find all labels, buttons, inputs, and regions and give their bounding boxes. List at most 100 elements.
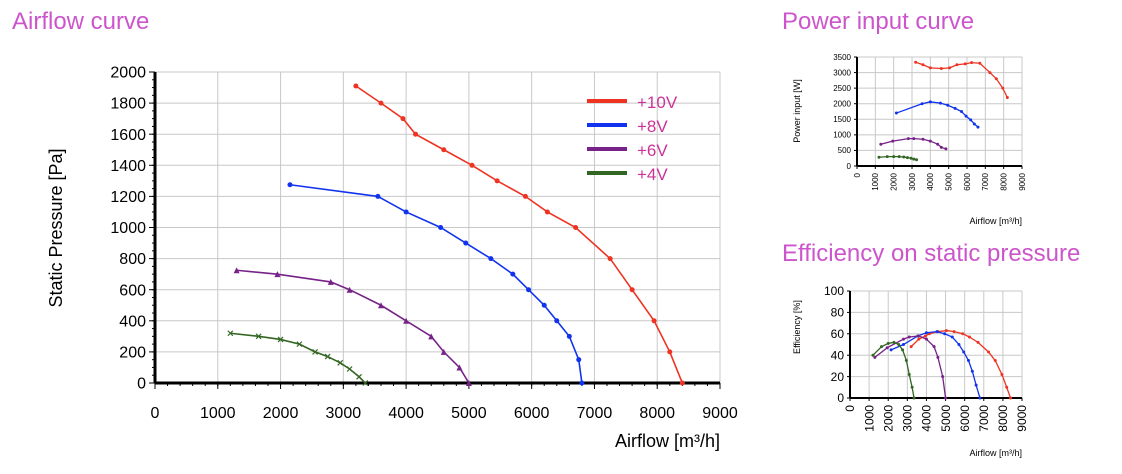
data-point bbox=[923, 334, 927, 338]
y-tick-label: 60 bbox=[831, 327, 845, 341]
data-point bbox=[932, 345, 936, 349]
data-point bbox=[964, 114, 968, 118]
data-point bbox=[522, 193, 528, 199]
data-point bbox=[961, 332, 965, 336]
data-point bbox=[902, 337, 906, 341]
y-axis-label: Static Pressure [Pa] bbox=[46, 148, 66, 307]
data-point bbox=[1001, 86, 1005, 90]
data-point bbox=[938, 101, 942, 105]
data-point bbox=[438, 225, 444, 230]
data-point bbox=[296, 341, 303, 348]
power-chart-title: Power input curve bbox=[782, 8, 975, 35]
series-line bbox=[236, 269, 470, 384]
data-point bbox=[920, 102, 924, 106]
data-point bbox=[889, 348, 893, 352]
data-point bbox=[935, 330, 939, 334]
airflow-chart: 0 200 400 600 800 1000 1200 1400 1600 1800 2000 0 10… bbox=[46, 65, 738, 451]
y-tick-label: 0 bbox=[847, 162, 852, 171]
data-point bbox=[950, 335, 954, 339]
series-curve-3 bbox=[877, 155, 919, 162]
data-point bbox=[921, 137, 925, 141]
y-tick-label: 2000 bbox=[833, 100, 851, 109]
y-tick-label: 3000 bbox=[833, 68, 851, 77]
series-curve-2 bbox=[879, 137, 948, 151]
data-point bbox=[955, 63, 959, 67]
x-tick-label: 6000 bbox=[958, 405, 972, 432]
x-tick-label: 7000 bbox=[577, 405, 613, 422]
y-tick-label: 200 bbox=[119, 345, 146, 362]
x-tick-label: 8000 bbox=[999, 172, 1008, 190]
data-point bbox=[962, 350, 966, 354]
y-tick-label: 40 bbox=[831, 348, 845, 362]
data-point bbox=[579, 380, 585, 386]
data-point bbox=[945, 329, 949, 333]
data-point bbox=[353, 83, 359, 89]
data-point bbox=[573, 225, 579, 230]
y-tick-label: 1600 bbox=[110, 127, 146, 144]
x-tick-label: 2000 bbox=[263, 405, 299, 422]
series-plus-6v bbox=[233, 267, 472, 386]
x-tick-label: 2000 bbox=[889, 172, 898, 190]
x-tick-label: 6000 bbox=[963, 172, 972, 190]
x-tick-label: 1000 bbox=[200, 405, 236, 422]
series-curve-2 bbox=[873, 334, 948, 400]
x-tick-label: 9000 bbox=[702, 405, 738, 422]
data-point bbox=[362, 380, 369, 386]
data-point bbox=[324, 353, 331, 360]
data-point bbox=[871, 353, 875, 357]
data-point bbox=[1005, 95, 1009, 99]
y-tick-label: 100 bbox=[824, 284, 844, 298]
data-point bbox=[440, 348, 447, 355]
data-point bbox=[403, 209, 409, 215]
data-point bbox=[541, 302, 547, 308]
y-tick-label: 1500 bbox=[833, 115, 851, 124]
data-point bbox=[894, 111, 898, 115]
data-point bbox=[928, 66, 932, 70]
x-tick-label: 9000 bbox=[1018, 172, 1027, 190]
data-point bbox=[909, 156, 913, 160]
data-point bbox=[873, 355, 877, 359]
data-point bbox=[901, 348, 905, 352]
data-point bbox=[1009, 396, 1013, 400]
y-tick-label: 2000 bbox=[110, 65, 146, 82]
data-point bbox=[939, 145, 943, 149]
data-point bbox=[976, 125, 980, 129]
data-point bbox=[255, 333, 262, 340]
data-point bbox=[917, 337, 921, 341]
data-point bbox=[915, 158, 919, 162]
data-point bbox=[428, 333, 435, 340]
x-axis-label: Airflow [m³/h] bbox=[969, 216, 1022, 226]
data-point bbox=[274, 271, 281, 278]
data-point bbox=[936, 355, 940, 359]
data-point bbox=[886, 341, 890, 345]
data-point bbox=[356, 373, 362, 380]
x-tick-label: 8000 bbox=[639, 405, 675, 422]
data-point bbox=[465, 380, 472, 386]
y-tick-label: 0 bbox=[837, 391, 844, 405]
series-curve-0 bbox=[909, 329, 1013, 400]
data-point bbox=[892, 155, 896, 159]
data-point bbox=[972, 122, 976, 126]
data-point bbox=[403, 317, 410, 324]
x-tick-label: 4000 bbox=[388, 405, 424, 422]
data-point bbox=[948, 66, 952, 70]
data-point bbox=[912, 396, 916, 400]
y-tick-label: 1400 bbox=[110, 158, 146, 175]
x-tick-label: 3000 bbox=[901, 405, 915, 432]
data-point bbox=[378, 302, 384, 309]
data-point bbox=[566, 333, 572, 339]
x-tick-label: 0 bbox=[151, 405, 160, 422]
data-point bbox=[885, 346, 889, 350]
x-tick-label: 1000 bbox=[871, 172, 880, 190]
data-point bbox=[906, 137, 910, 141]
y-tick-label: 1000 bbox=[110, 220, 146, 237]
data-point bbox=[902, 155, 906, 159]
x-axis-label: Airflow [m³/h] bbox=[615, 431, 720, 451]
data-point bbox=[974, 383, 978, 387]
data-point bbox=[944, 396, 948, 400]
data-point bbox=[494, 178, 500, 184]
data-point bbox=[526, 287, 532, 293]
y-tick-label: 1000 bbox=[833, 131, 851, 140]
data-point bbox=[456, 364, 463, 371]
